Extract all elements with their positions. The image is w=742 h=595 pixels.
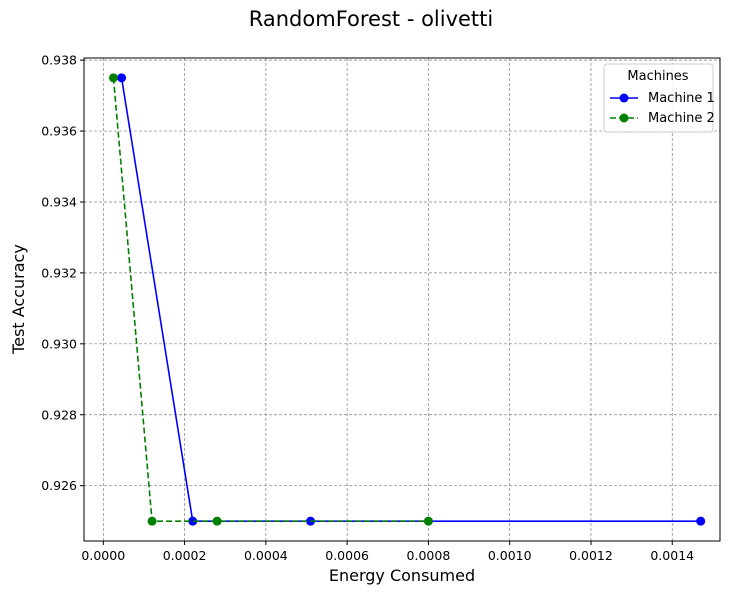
y-tick-label: 0.930: [41, 336, 77, 351]
data-point: [117, 73, 127, 83]
y-tick-label: 0.934: [41, 194, 77, 209]
grid: [84, 58, 720, 541]
y-tick-label: 0.938: [41, 53, 77, 68]
x-tick-label: 0.0010: [488, 548, 532, 563]
x-tick-label: 0.0004: [244, 548, 288, 563]
legend: Machines Machine 1 Machine 2: [603, 63, 715, 133]
x-tick-label: 0.0002: [163, 548, 207, 563]
y-tick-label: 0.926: [41, 478, 77, 493]
y-axis-label: Test Accuracy: [9, 244, 28, 355]
x-tick-label: 0.0008: [407, 548, 451, 563]
x-tick-label: 0.0006: [325, 548, 369, 563]
legend-item-machine-1: Machine 1: [610, 91, 715, 106]
data-point: [212, 516, 222, 526]
legend-title: Machines: [627, 69, 688, 84]
y-tick-label: 0.932: [41, 265, 77, 280]
legend-box: [603, 63, 714, 133]
plot-frame: [83, 57, 721, 542]
y-tick-label: 0.936: [41, 124, 77, 139]
legend-item-machine-2: Machine 2: [610, 111, 715, 126]
series-layer: [108, 73, 706, 526]
data-point: [423, 516, 433, 526]
x-tick-label: 0.0012: [569, 548, 613, 563]
data-point: [147, 516, 157, 526]
x-axis-label: Energy Consumed: [329, 566, 475, 585]
x-axis: 0.0000 0.0002 0.0004 0.0006 0.0008 0.0010 0.00…: [81, 541, 694, 563]
legend-label-machine-2: Machine 2: [648, 111, 715, 126]
legend-marker-machine-1: [619, 93, 629, 103]
y-axis: 0.926 0.928 0.930 0.932 0.934 0.936 0.938: [41, 53, 84, 493]
series-2: [108, 73, 433, 526]
y-tick-label: 0.928: [41, 407, 77, 422]
data-point: [188, 516, 198, 526]
data-point: [108, 73, 118, 83]
data-point: [696, 516, 706, 526]
series-line: [112, 77, 429, 522]
x-tick-label: 0.0014: [650, 548, 694, 563]
chart-title: RandomForest - olivetti: [249, 7, 493, 31]
legend-marker-machine-2: [619, 113, 629, 123]
x-tick-label: 0.0000: [81, 548, 125, 563]
legend-label-machine-1: Machine 1: [648, 91, 715, 106]
